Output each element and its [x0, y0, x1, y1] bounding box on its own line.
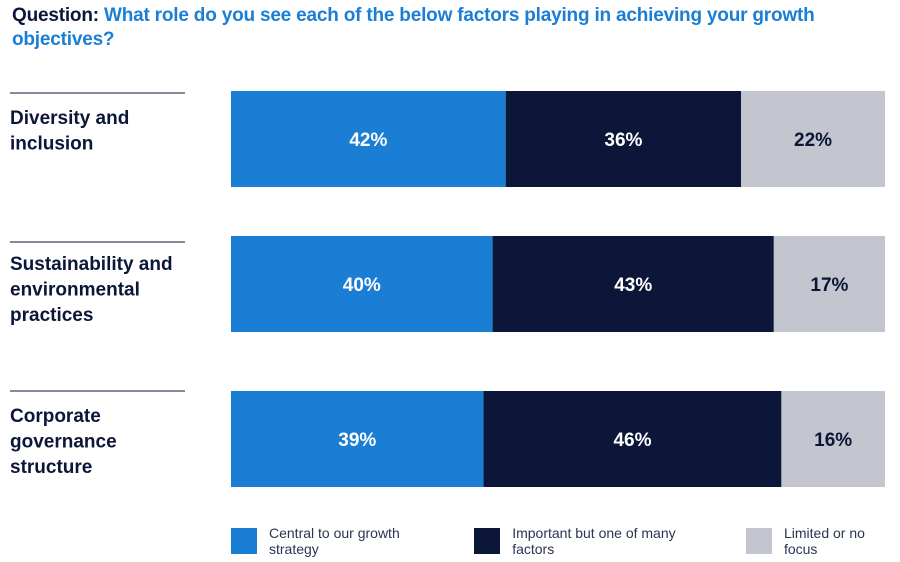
legend-item-limited: Limited or no focus [745, 525, 900, 557]
bar-value-label-important: 43% [614, 275, 652, 296]
legend-swatch-important [474, 528, 501, 554]
bar-segment-central [231, 91, 506, 187]
row-label-line: practices [10, 305, 93, 326]
question-text: What role do you see each of the below f… [12, 5, 815, 50]
bar-value-label-central: 42% [349, 130, 387, 151]
question-heading: Question: What role do you see each of t… [12, 4, 872, 52]
row-label-line: environmental [10, 280, 140, 301]
row-label: Corporate governance structure [10, 406, 117, 478]
chart-legend: Central to our growth strategy Important… [231, 525, 900, 557]
row-label: Sustainability and environmental practices [10, 254, 173, 326]
bar-value-label-limited: 16% [814, 430, 852, 451]
row-label-line: governance [10, 432, 117, 453]
bar-segment-limited [781, 391, 885, 487]
question-label: Question: [12, 5, 99, 26]
row-label-line: Diversity and [10, 108, 129, 129]
bar-value-label-important: 36% [604, 130, 642, 151]
bar-value-label-limited: 17% [810, 275, 848, 296]
row-label-line: Corporate [10, 406, 101, 427]
legend-label-central: Central to our growth strategy [269, 525, 400, 557]
legend-label-important: Important but one of many factors [512, 525, 676, 557]
bar-value-label-important: 46% [613, 430, 651, 451]
bar-segment-central [231, 236, 493, 332]
bar-value-label-limited: 22% [794, 130, 832, 151]
bar-value-label-central: 39% [338, 430, 376, 451]
row-label-line: Sustainability and [10, 254, 173, 275]
row-label-line: structure [10, 457, 92, 478]
bar-segment-important [483, 391, 782, 487]
row-label-line: inclusion [10, 134, 93, 155]
stacked-bar-chart: Diversity and inclusion 42% 36% 22% Sustainab… [10, 91, 885, 487]
legend-item-central: Central to our growth strategy [231, 525, 450, 557]
bar-segment-central [231, 391, 484, 487]
bar-value-label-central: 40% [343, 275, 381, 296]
bar-segment-important [505, 91, 742, 187]
legend-swatch-central [231, 528, 257, 554]
legend-item-important: Important but one of many factors [474, 525, 718, 557]
legend-label-limited: Limited or no focus [783, 525, 865, 557]
bar-segment-important [492, 236, 774, 332]
legend-swatch-limited [745, 528, 772, 554]
bar-segment-limited [773, 236, 885, 332]
bar-segment-limited [741, 91, 885, 187]
row-label: Diversity and inclusion [10, 108, 129, 155]
